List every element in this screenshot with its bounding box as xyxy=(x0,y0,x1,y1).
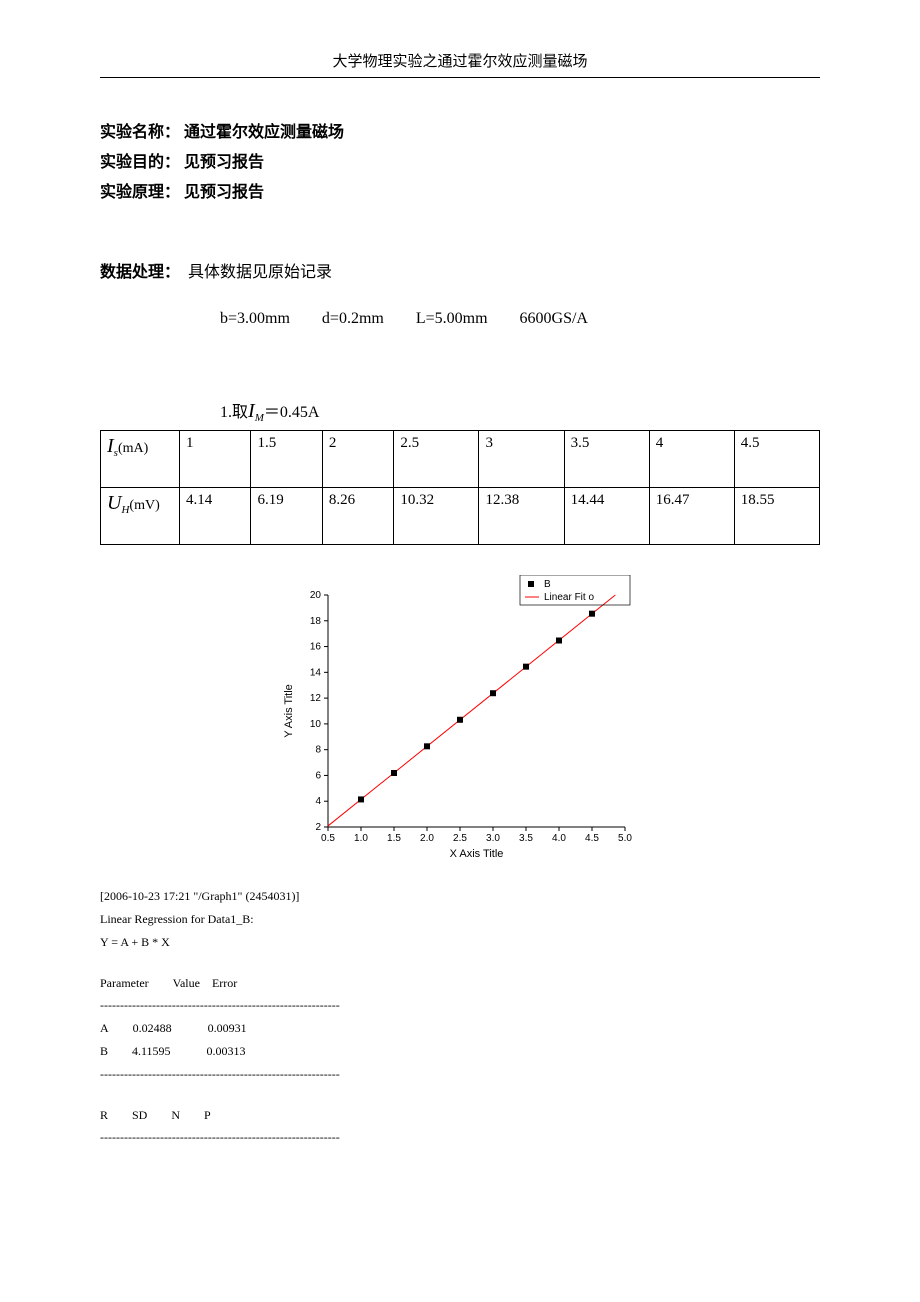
page-header-title: 大学物理实验之通过霍尔效应测量磁场 xyxy=(100,50,820,71)
svg-text:1.0: 1.0 xyxy=(354,833,368,844)
cell: 2 xyxy=(322,431,393,488)
document-page: 大学物理实验之通过霍尔效应测量磁场 实验名称： 通过霍尔效应测量磁场 实验目的：… xyxy=(0,0,920,1302)
condition-line: 1.取IM＝0.45A xyxy=(220,398,820,424)
cell: 2.5 xyxy=(394,431,479,488)
reg-line: [2006-10-23 17:21 "/Graph1" (2454031)] xyxy=(100,885,820,908)
svg-text:3.5: 3.5 xyxy=(519,833,533,844)
svg-text:20: 20 xyxy=(310,590,322,601)
svg-text:12: 12 xyxy=(310,693,322,704)
svg-text:0.5: 0.5 xyxy=(321,833,335,844)
condition-var: I xyxy=(248,400,255,422)
svg-text:6: 6 xyxy=(315,771,321,782)
table-row: UH(mV) 4.14 6.19 8.26 10.32 12.38 14.44 … xyxy=(101,488,820,545)
svg-text:16: 16 xyxy=(310,642,322,653)
cell: 10.32 xyxy=(394,488,479,545)
row1-var: I xyxy=(107,435,114,457)
reg-row-a: A 0.02488 0.00931 xyxy=(100,1017,820,1040)
cell: 3 xyxy=(479,431,564,488)
reg-row-b: B 4.11595 0.00313 xyxy=(100,1040,820,1063)
svg-text:4: 4 xyxy=(315,796,321,807)
row2-var: U xyxy=(107,492,121,514)
svg-text:2: 2 xyxy=(315,822,321,833)
param-d: d=0.2mm xyxy=(322,310,384,327)
cell: 4.14 xyxy=(180,488,251,545)
cell: 1.5 xyxy=(251,431,322,488)
meta-purpose-value: 见预习报告 xyxy=(184,154,264,171)
svg-text:18: 18 xyxy=(310,616,322,627)
meta-principle: 实验原理： 见预习报告 xyxy=(100,178,820,202)
row2-header: UH(mV) xyxy=(101,488,180,545)
regression-output: [2006-10-23 17:21 "/Graph1" (2454031)] L… xyxy=(100,885,820,1149)
cell: 6.19 xyxy=(251,488,322,545)
row1-header: Is(mA) xyxy=(101,431,180,488)
cell: 8.26 xyxy=(322,488,393,545)
reg-header: Parameter Value Error xyxy=(100,972,820,995)
meta-name-label: 实验名称： xyxy=(100,124,180,141)
table-row: Is(mA) 1 1.5 2 2.5 3 3.5 4 4.5 xyxy=(101,431,820,488)
meta-principle-label: 实验原理： xyxy=(100,184,180,201)
svg-text:14: 14 xyxy=(310,668,322,679)
svg-text:2.5: 2.5 xyxy=(453,833,467,844)
cell: 1 xyxy=(180,431,251,488)
param-l: L=5.00mm xyxy=(416,310,488,327)
cell: 3.5 xyxy=(564,431,649,488)
svg-text:B: B xyxy=(544,579,551,590)
svg-text:10: 10 xyxy=(310,719,322,730)
data-table: Is(mA) 1 1.5 2 2.5 3 3.5 4 4.5 UH(mV) 4.… xyxy=(100,430,820,545)
cell: 14.44 xyxy=(564,488,649,545)
svg-text:2.0: 2.0 xyxy=(420,833,434,844)
reg-line: Y = A + B * X xyxy=(100,931,820,954)
header-divider xyxy=(100,77,820,78)
cell: 16.47 xyxy=(649,488,734,545)
svg-text:3.0: 3.0 xyxy=(486,833,500,844)
condition-eq: ＝0.45A xyxy=(264,404,320,421)
condition-sub: M xyxy=(255,412,264,424)
svg-text:Y Axis Title: Y Axis Title xyxy=(283,684,295,738)
reg-line: Linear Regression for Data1_B: xyxy=(100,908,820,931)
svg-text:5.0: 5.0 xyxy=(618,833,632,844)
cell: 12.38 xyxy=(479,488,564,545)
svg-text:Linear Fit o: Linear Fit o xyxy=(544,592,594,603)
reg-stats-header: R SD N P xyxy=(100,1104,820,1127)
data-processing: 数据处理： 具体数据见原始记录 xyxy=(100,230,820,282)
svg-text:8: 8 xyxy=(315,745,321,756)
chart-container: 2 4 6 8 10 12 14 16 18 20 0.5 1.0 1.5 2.0 2.5 3.0 3.5 4.0… xyxy=(270,575,650,875)
svg-text:X Axis Title: X Axis Title xyxy=(450,848,504,860)
meta-name-value: 通过霍尔效应测量磁场 xyxy=(184,124,344,141)
param-b: b=3.00mm xyxy=(220,310,290,327)
param-gs: 6600GS/A xyxy=(520,310,588,327)
reg-dash: ----------------------------------------… xyxy=(100,1063,820,1086)
meta-name: 实验名称： 通过霍尔效应测量磁场 xyxy=(100,118,820,142)
row2-unit: (mV) xyxy=(129,498,159,513)
cell: 18.55 xyxy=(734,488,819,545)
data-value: 具体数据见原始记录 xyxy=(188,258,332,282)
row1-unit: (mA) xyxy=(118,441,148,456)
reg-dash: ----------------------------------------… xyxy=(100,994,820,1017)
meta-principle-value: 见预习报告 xyxy=(184,184,264,201)
scatter-chart: 2 4 6 8 10 12 14 16 18 20 0.5 1.0 1.5 2.0 2.5 3.0 3.5 4.0… xyxy=(270,575,650,875)
reg-dash: ----------------------------------------… xyxy=(100,1126,820,1149)
svg-text:4.5: 4.5 xyxy=(585,833,599,844)
svg-text:4.0: 4.0 xyxy=(552,833,566,844)
svg-text:1.5: 1.5 xyxy=(387,833,401,844)
cell: 4 xyxy=(649,431,734,488)
condition-prefix: 1.取 xyxy=(220,404,248,421)
data-label: 数据处理： xyxy=(100,258,180,282)
meta-purpose-label: 实验目的： xyxy=(100,154,180,171)
cell: 4.5 xyxy=(734,431,819,488)
parameters-line: b=3.00mm d=0.2mm L=5.00mm 6600GS/A xyxy=(220,310,820,328)
meta-purpose: 实验目的： 见预习报告 xyxy=(100,148,820,172)
